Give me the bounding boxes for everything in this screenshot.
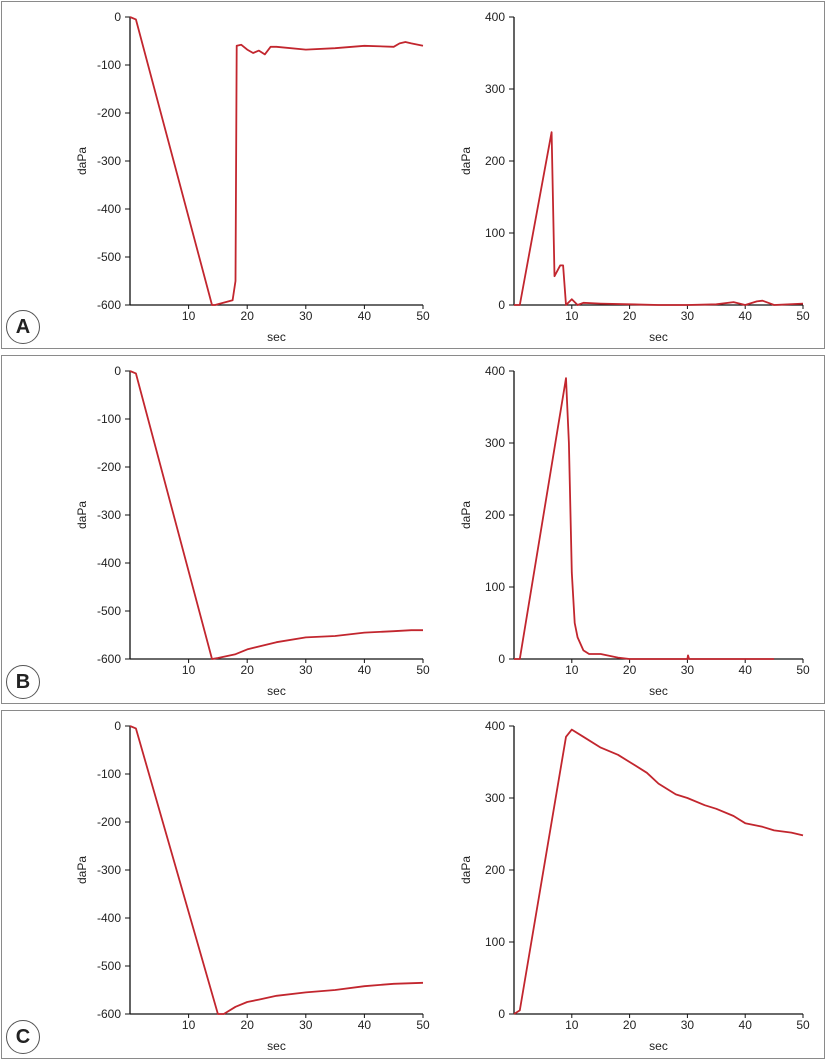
panel-b: 0 -100 -200 -300 -400 -500 -600 10 20 30 40 50 sec da… [1, 355, 825, 704]
chart-a-right-x-tick-label: 50 [796, 309, 810, 323]
chart-b-left-series-line [129, 370, 423, 660]
chart-a-left-y-label: daPa [75, 147, 89, 175]
chart-b-left-y-tick-label: -400 [97, 556, 121, 570]
chart-b-right-x-tick-label: 20 [623, 663, 637, 677]
chart-a-left-x-label: sec [267, 330, 286, 344]
chart-c-left-y-tick-label: -600 [97, 1007, 121, 1021]
chart-a-right-x-tick-label: 40 [739, 309, 753, 323]
chart-a-left-y-tick-label: -500 [97, 250, 121, 264]
chart-a-left-x-tick-label: 10 [182, 309, 196, 323]
chart-b-right-x-tick-label: 40 [739, 663, 753, 677]
chart-a-right-y-tick-label: 100 [485, 226, 505, 240]
chart-a-right: 0 100 200 300 400 10 20 30 40 50 sec daPa [459, 10, 810, 344]
chart-c-right-y-tick-label: 200 [485, 863, 505, 877]
panel-c-charts: 0 -100 -200 -300 -400 -500 -600 10 20 30 40 50 sec da… [75, 719, 810, 1053]
chart-c-left-y-tick-label: -300 [97, 863, 121, 877]
panel-c: 0 -100 -200 -300 -400 -500 -600 10 20 30 40 50 sec da… [1, 710, 825, 1059]
chart-b-left-x-tick-label: 10 [182, 663, 196, 677]
chart-b-left-y-tick-label: -200 [97, 460, 121, 474]
chart-a-left-x-tick-label: 30 [299, 309, 313, 323]
chart-b-right-y-tick-label: 400 [485, 364, 505, 378]
chart-c-right: 0 100 200 300 400 10 20 30 40 50 sec daPa [459, 719, 810, 1053]
chart-a-left-series-line [129, 16, 424, 306]
chart-a-left-y-tick-label: -200 [97, 106, 121, 120]
chart-c-right-x-tick-label: 20 [623, 1018, 637, 1032]
panel-b-label: B [6, 665, 40, 699]
chart-c-right-series-line [513, 728, 804, 1015]
chart-b-right-y-tick-label: 300 [485, 436, 505, 450]
chart-c-right-y-tick-label: 400 [485, 719, 505, 733]
chart-c-right-x-label: sec [649, 1039, 668, 1053]
chart-c-left-series-line [129, 725, 424, 1015]
chart-b-left-x-label: sec [267, 684, 286, 698]
panel-c-label: C [6, 1020, 40, 1054]
chart-c-right-x-tick-label: 40 [739, 1018, 753, 1032]
chart-c-right-y-tick-label: 0 [498, 1007, 505, 1021]
chart-b-left-y-tick-label: -100 [97, 412, 121, 426]
chart-b-right-x-tick-label: 50 [796, 663, 810, 677]
panel-a-charts: 0 -100 -200 -300 -400 -500 -600 10 20 30 40 50 sec da… [75, 10, 810, 344]
chart-b-right-x-tick-label: 10 [565, 663, 579, 677]
chart-a-left-y-tick-label: -600 [97, 298, 121, 312]
chart-c-left-x-tick-label: 10 [182, 1018, 196, 1032]
chart-b-left-x-tick-label: 40 [358, 663, 372, 677]
chart-b-right-y-tick-label: 0 [498, 652, 505, 666]
chart-a-left-x-tick-label: 20 [241, 309, 255, 323]
chart-c-left-x-tick-label: 40 [358, 1018, 372, 1032]
chart-c-left-y-tick-label: -100 [97, 767, 121, 781]
chart-b-left-y-tick-label: -300 [97, 508, 121, 522]
chart-b-right: 0 100 200 300 400 10 20 30 40 50 sec daPa [459, 364, 810, 698]
chart-b-left-y-tick-label: -500 [97, 604, 121, 618]
chart-a-right-y-tick-label: 200 [485, 154, 505, 168]
chart-b-left-x-tick-label: 50 [416, 663, 430, 677]
panel-a-label: A [6, 310, 40, 344]
chart-c-right-x-tick-label: 50 [796, 1018, 810, 1032]
chart-a-left-y-tick-label: 0 [114, 10, 121, 24]
chart-a-right-x-tick-label: 30 [681, 309, 695, 323]
chart-c-right-y-label: daPa [459, 856, 473, 884]
chart-c-right-y-tick-label: 300 [485, 791, 505, 805]
chart-b-right-x-label: sec [649, 684, 668, 698]
chart-b-right-y-label: daPa [459, 501, 473, 529]
chart-c-right-y-tick-label: 100 [485, 935, 505, 949]
chart-b-left-y-tick-label: -600 [97, 652, 121, 666]
chart-b-right-y-tick-label: 100 [485, 580, 505, 594]
chart-b-right-y-tick-label: 200 [485, 508, 505, 522]
chart-a-right-y-tick-label: 0 [498, 298, 505, 312]
chart-b-left-x-tick-label: 30 [299, 663, 313, 677]
panel-b-charts: 0 -100 -200 -300 -400 -500 -600 10 20 30 40 50 sec da… [75, 364, 810, 698]
chart-b-left-y-label: daPa [75, 501, 89, 529]
chart-a-right-x-tick-label: 20 [623, 309, 637, 323]
chart-b-left-x-tick-label: 20 [241, 663, 255, 677]
chart-c-left: 0 -100 -200 -300 -400 -500 -600 10 20 30 40 50 sec da… [75, 719, 430, 1053]
chart-b-right-series-line [514, 377, 775, 660]
chart-c-left-x-label: sec [267, 1039, 286, 1053]
chart-a-left-y-tick-label: -400 [97, 202, 121, 216]
chart-a-right-series-line [514, 131, 804, 306]
chart-a-left-y-tick-label: -300 [97, 154, 121, 168]
chart-a-right-x-tick-label: 10 [565, 309, 579, 323]
chart-a-right-y-label: daPa [459, 147, 473, 175]
chart-a-right-y-tick-label: 300 [485, 82, 505, 96]
chart-c-left-y-tick-label: -400 [97, 911, 121, 925]
chart-c-left-y-tick-label: 0 [114, 719, 121, 733]
chart-a-right-x-label: sec [649, 330, 668, 344]
panel-a: 0 -100 -200 -300 -400 -500 -600 10 20 30 40 50 sec da… [1, 1, 825, 349]
chart-c-right-x-tick-label: 10 [565, 1018, 579, 1032]
chart-b-left: 0 -100 -200 -300 -400 -500 -600 10 20 30 40 50 sec da… [75, 364, 430, 698]
chart-c-left-y-tick-label: -500 [97, 959, 121, 973]
chart-b-left-y-tick-label: 0 [114, 364, 121, 378]
chart-a-left-x-tick-label: 40 [358, 309, 372, 323]
chart-b-right-x-tick-label: 30 [681, 663, 695, 677]
chart-c-left-x-tick-label: 30 [299, 1018, 313, 1032]
chart-c-right-x-tick-label: 30 [681, 1018, 695, 1032]
chart-a-left-x-tick-label: 50 [416, 309, 430, 323]
chart-c-left-x-tick-label: 20 [241, 1018, 255, 1032]
chart-c-left-y-label: daPa [75, 856, 89, 884]
chart-a-left: 0 -100 -200 -300 -400 -500 -600 10 20 30 40 50 sec da… [75, 10, 430, 344]
chart-a-right-y-tick-label: 400 [485, 10, 505, 24]
chart-c-left-y-tick-label: -200 [97, 815, 121, 829]
chart-a-left-y-tick-label: -100 [97, 58, 121, 72]
chart-c-left-x-tick-label: 50 [416, 1018, 430, 1032]
